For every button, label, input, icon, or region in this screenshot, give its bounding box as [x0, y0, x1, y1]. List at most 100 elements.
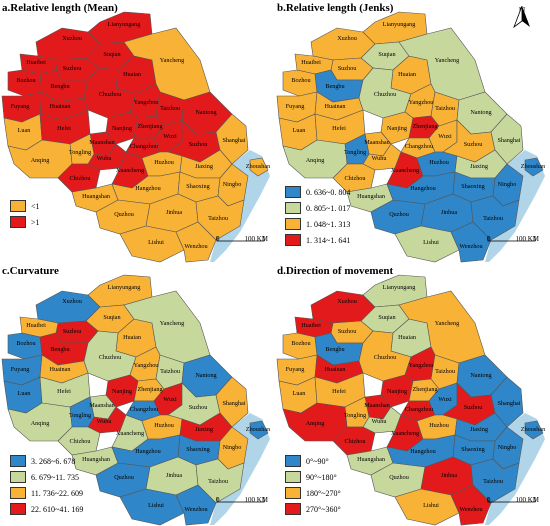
- city-label-huainan: Huainan: [50, 366, 71, 373]
- legend-swatch: [10, 216, 26, 228]
- legend-d: 0°~90° 90°~180° 180°~270° 270°~360°: [285, 453, 341, 517]
- city-label-bozhou: Bozhou: [16, 77, 35, 84]
- city-label-hangzhou: Hangzhou: [135, 448, 160, 455]
- sea-area: [210, 150, 270, 262]
- city-label-wuhu: Wuhu: [372, 155, 387, 162]
- legend-label: 0. 636~0. 804: [306, 187, 351, 197]
- city-label-taizhou_js: Taizhou: [160, 368, 180, 375]
- legend-swatch: [285, 455, 301, 467]
- city-label-taizhou_zj: Taizhou: [483, 215, 503, 222]
- scale-bar-a: 0 100 KM: [216, 235, 268, 243]
- scale-start: 0: [487, 235, 491, 243]
- city-label-tongling: Tongling: [344, 412, 366, 419]
- legend-item: 0°~90°: [285, 453, 341, 469]
- city-label-shaoxing: Shaoxing: [461, 183, 484, 190]
- city-label-xuzhou: Xuzhou: [337, 35, 357, 42]
- region-wenzhou: [175, 484, 217, 526]
- legend-label: 6. 679~11. 735: [31, 472, 80, 482]
- city-label-jiaxing: Jiaxing: [195, 163, 213, 170]
- city-label-hangzhou: Hangzhou: [135, 185, 160, 192]
- city-label-bengbu: Bengbu: [325, 83, 344, 90]
- scale-start: 0: [216, 496, 220, 504]
- legend-label: 0°~90°: [306, 456, 329, 466]
- legend-label: 270°~360°: [306, 504, 341, 514]
- city-label-huangshan: Huangshan: [357, 193, 385, 200]
- legend-c: 3. 268~6. 678 6. 679~11. 735 11. 736~22. 6…: [10, 453, 83, 517]
- city-label-lishui: Lishui: [423, 502, 439, 509]
- region-zhoushan: [524, 420, 544, 440]
- city-label-tongling: Tongling: [69, 149, 91, 156]
- city-label-fuyang: Fuyang: [11, 103, 30, 110]
- city-label-changzhou: Changzhou: [405, 406, 433, 413]
- panel-a-title: a.Relative length (Mean): [2, 2, 118, 14]
- panel-c-title: c.Curvature: [2, 265, 59, 277]
- city-label-zhenjiang: Zhenjiang: [137, 123, 162, 130]
- city-label-maanshan: Maanshan: [364, 139, 389, 146]
- city-label-hefei: Hefei: [332, 388, 346, 395]
- city-label-zhoushan: Zhoushan: [521, 163, 545, 170]
- map-c: Xuzhou Lianyungang Suqian Suzhou Huaibei Bozh…: [1, 274, 270, 526]
- scale-end: 100 KM: [244, 235, 268, 243]
- city-label-shaoxing: Shaoxing: [186, 446, 209, 453]
- city-label-chuzhou: Chuzhou: [374, 354, 396, 361]
- city-label-nanjing: Nanjing: [112, 388, 132, 395]
- city-label-bengbu: Bengbu: [50, 346, 69, 353]
- city-label-wenzhou: Wenzhou: [184, 243, 207, 250]
- scale-bar-line: [487, 236, 536, 242]
- city-label-xuzhou: Xuzhou: [62, 298, 82, 305]
- city-label-changzhou: Changzhou: [130, 143, 158, 150]
- panel-c: Xuzhou Lianyungang Suqian Suzhou Huaibei Bozh…: [0, 263, 275, 526]
- city-label-taizhou_js: Taizhou: [160, 105, 180, 112]
- city-label-nantong: Nantong: [195, 109, 216, 116]
- city-label-shaoxing: Shaoxing: [186, 183, 209, 190]
- city-label-chuzhou: Chuzhou: [99, 354, 121, 361]
- legend-item: 0. 636~0. 804: [285, 184, 350, 200]
- legend-label: 180°~270°: [306, 488, 341, 498]
- map-d: Xuzhou Lianyungang Suqian Suzhou Huaibei Bozh…: [276, 274, 545, 526]
- city-label-huaian: Huaian: [123, 334, 141, 341]
- city-label-suzhou_js: Suzhou: [189, 141, 208, 148]
- city-label-yangzhou: Yangzhou: [409, 362, 434, 369]
- city-label-changzhou: Changzhou: [405, 143, 433, 150]
- scale-end: 100 KM: [244, 496, 268, 504]
- region-chuzhou: [358, 67, 412, 119]
- legend-b: 0. 636~0. 804 0. 805~1. 017 1. 048~1. 313 1…: [285, 184, 350, 248]
- city-label-nanjing: Nanjing: [112, 125, 132, 132]
- city-label-nantong: Nantong: [470, 372, 491, 379]
- city-label-luan: Luan: [293, 390, 306, 397]
- region-zhoushan: [249, 420, 269, 440]
- city-label-wenzhou: Wenzhou: [459, 506, 482, 513]
- city-label-wuhu: Wuhu: [97, 418, 112, 425]
- city-label-nanjing: Nanjing: [387, 388, 407, 395]
- legend-item: 1. 048~1. 313: [285, 216, 350, 232]
- city-label-suqian: Suqian: [378, 51, 395, 58]
- region-chuzhou: [83, 330, 137, 382]
- city-label-bozhou: Bozhou: [291, 77, 310, 84]
- city-label-yangzhou: Yangzhou: [134, 362, 159, 369]
- city-label-lishui: Lishui: [148, 502, 164, 509]
- city-label-anqing: Anqing: [306, 157, 325, 164]
- legend-label: 90°~180°: [306, 472, 337, 482]
- city-label-huaian: Huaian: [398, 71, 416, 78]
- city-label-maanshan: Maanshan: [364, 402, 389, 409]
- city-label-yancheng: Yancheng: [435, 320, 459, 327]
- city-label-xuancheng: Xuancheng: [391, 167, 419, 174]
- legend-swatch: [10, 471, 26, 483]
- region-chuzhou: [358, 330, 412, 382]
- city-label-chizhou: Chizhou: [345, 175, 366, 182]
- map-b: Xuzhou Lianyungang Suqian Suzhou Huaibei Bozh…: [276, 11, 545, 263]
- city-label-suzhou_ah: Suzhou: [63, 328, 82, 335]
- city-label-anqing: Anqing: [31, 157, 50, 164]
- city-label-huainan: Huainan: [50, 103, 71, 110]
- city-label-chizhou: Chizhou: [70, 175, 91, 182]
- panel-a: Xuzhou Lianyungang Suqian Suzhou Huaibei Bozh…: [0, 0, 275, 263]
- city-label-lianyungang: Lianyungang: [108, 284, 141, 291]
- city-label-wuhu: Wuhu: [372, 418, 387, 425]
- city-label-jinhua: Jinhua: [166, 209, 182, 216]
- legend-label: 11. 736~22. 609: [31, 488, 84, 498]
- city-label-zhenjiang: Zhenjiang: [137, 386, 162, 393]
- city-label-suzhou_js: Suzhou: [189, 404, 208, 411]
- city-label-ningbo: Ningbo: [223, 444, 242, 451]
- city-label-shanghai: Shanghai: [222, 400, 245, 407]
- city-label-huainan: Huainan: [325, 103, 346, 110]
